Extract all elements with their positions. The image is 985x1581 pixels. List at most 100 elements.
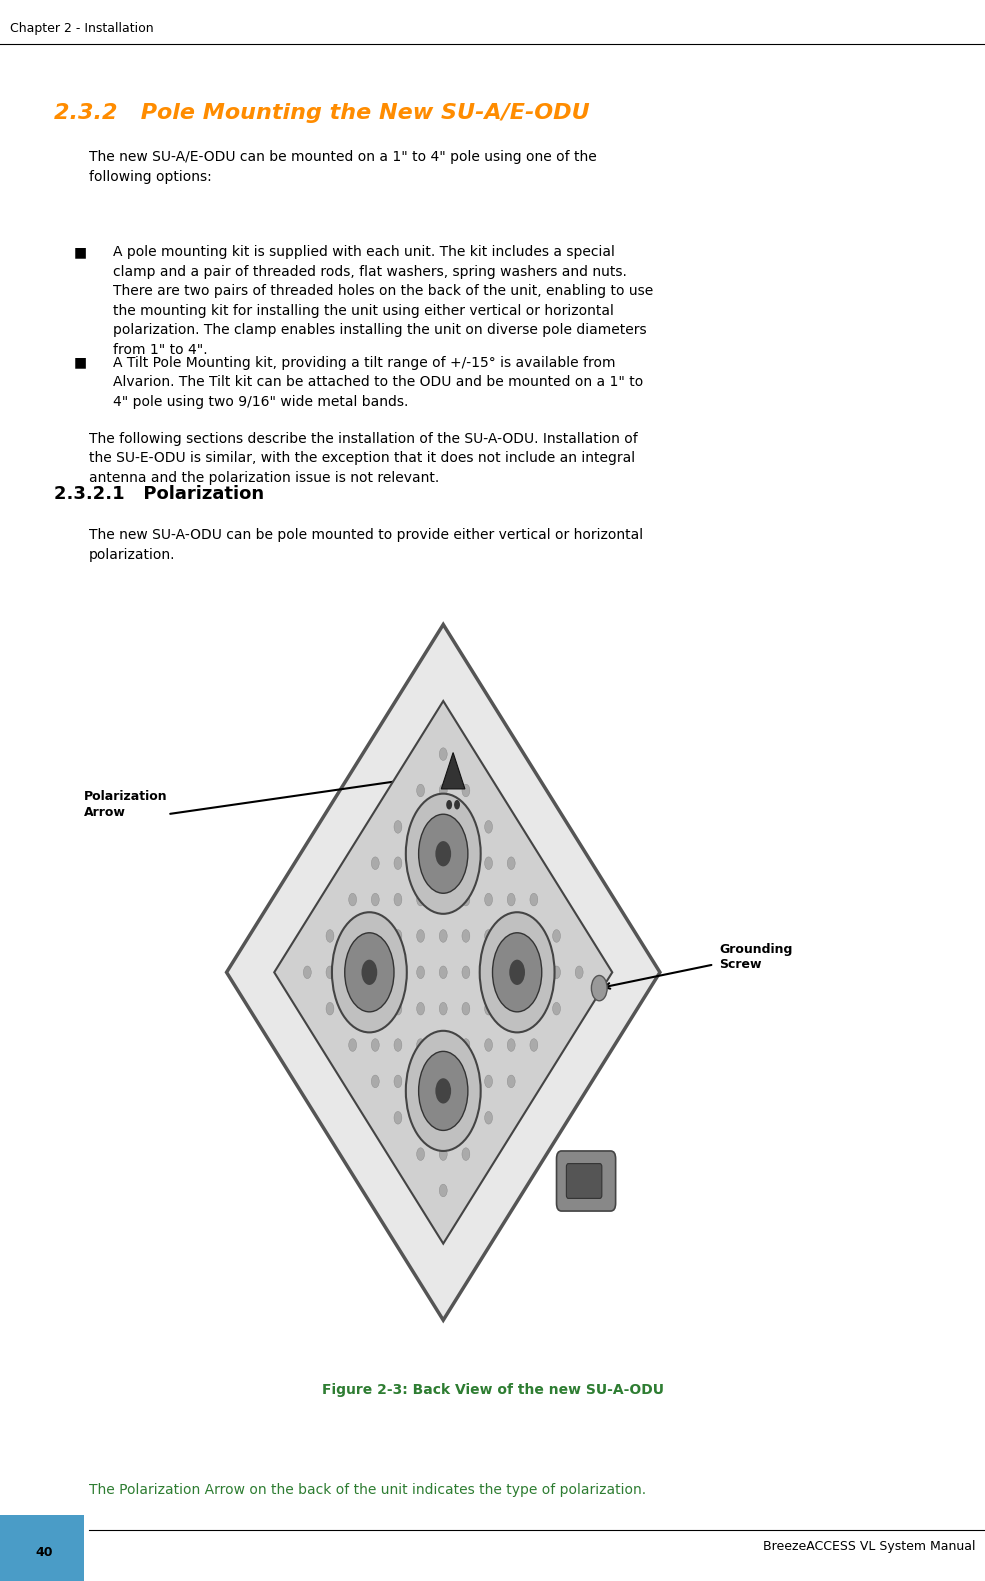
Circle shape [507,893,515,906]
Circle shape [553,1002,560,1015]
Polygon shape [227,624,660,1320]
Circle shape [371,1075,379,1088]
Circle shape [361,960,377,985]
Circle shape [439,1002,447,1015]
Circle shape [530,893,538,906]
Text: The new SU-A-ODU can be pole mounted to provide either vertical or horizontal
po: The new SU-A-ODU can be pole mounted to … [89,528,643,561]
Circle shape [349,966,357,979]
Text: Chapter 2 - Installation: Chapter 2 - Installation [10,22,154,35]
Circle shape [462,1148,470,1160]
Circle shape [507,1002,515,1015]
Text: The following sections describe the installation of the SU-A-ODU. Installation o: The following sections describe the inst… [89,432,637,485]
Text: ■: ■ [74,245,87,259]
Circle shape [485,1002,492,1015]
Text: 2.3.2.1   Polarization: 2.3.2.1 Polarization [54,485,264,503]
Circle shape [553,930,560,942]
Circle shape [462,1075,470,1088]
Text: Grounding
Screw: Grounding Screw [719,942,792,971]
Circle shape [349,930,357,942]
Circle shape [591,975,607,1001]
Circle shape [332,912,407,1032]
Circle shape [462,784,470,797]
Circle shape [417,857,425,870]
Circle shape [507,1075,515,1088]
Circle shape [439,857,447,870]
Circle shape [326,1002,334,1015]
Circle shape [417,930,425,942]
Circle shape [394,893,402,906]
Circle shape [394,1075,402,1088]
Circle shape [507,857,515,870]
Circle shape [530,966,538,979]
Circle shape [371,930,379,942]
Circle shape [371,857,379,870]
Circle shape [349,893,357,906]
Circle shape [419,814,468,893]
Polygon shape [441,753,465,789]
Circle shape [406,794,481,914]
Circle shape [394,1039,402,1051]
Circle shape [507,930,515,942]
Circle shape [394,821,402,833]
Circle shape [485,966,492,979]
Circle shape [326,966,334,979]
Circle shape [439,1039,447,1051]
Circle shape [454,800,460,809]
Circle shape [417,966,425,979]
Circle shape [462,1111,470,1124]
Circle shape [439,748,447,760]
Circle shape [439,930,447,942]
Circle shape [462,966,470,979]
Text: BreezeACCESS VL System Manual: BreezeACCESS VL System Manual [762,1540,975,1553]
Circle shape [417,784,425,797]
Circle shape [417,1148,425,1160]
Circle shape [462,857,470,870]
Circle shape [417,1075,425,1088]
Circle shape [417,1002,425,1015]
Circle shape [492,933,542,1012]
Circle shape [371,893,379,906]
Circle shape [371,1039,379,1051]
Circle shape [417,1039,425,1051]
Circle shape [371,1002,379,1015]
Circle shape [439,821,447,833]
Circle shape [439,893,447,906]
Text: Figure 2-3: Back View of the new SU-A-ODU: Figure 2-3: Back View of the new SU-A-OD… [321,1383,664,1398]
Circle shape [485,1039,492,1051]
Circle shape [417,893,425,906]
Circle shape [394,1111,402,1124]
Circle shape [462,893,470,906]
Text: Polarization
Arrow: Polarization Arrow [84,790,167,819]
Circle shape [439,966,447,979]
Circle shape [462,1039,470,1051]
Circle shape [507,1039,515,1051]
Polygon shape [274,700,613,1244]
Circle shape [394,1002,402,1015]
Circle shape [553,966,560,979]
Circle shape [462,821,470,833]
Text: 40: 40 [35,1546,53,1559]
Circle shape [530,930,538,942]
Circle shape [439,1184,447,1197]
Circle shape [530,1039,538,1051]
Circle shape [485,1111,492,1124]
Text: ■: ■ [74,356,87,370]
Circle shape [485,857,492,870]
Circle shape [462,1002,470,1015]
Text: A pole mounting kit is supplied with each unit. The kit includes a special
clamp: A pole mounting kit is supplied with eac… [113,245,653,357]
Circle shape [485,1075,492,1088]
Text: The new SU-A/E-ODU can be mounted on a 1" to 4" pole using one of the
following : The new SU-A/E-ODU can be mounted on a 1… [89,150,596,183]
Circle shape [435,841,451,866]
Circle shape [406,1031,481,1151]
Text: 2.3.2   Pole Mounting the New SU-A/E-ODU: 2.3.2 Pole Mounting the New SU-A/E-ODU [54,103,590,123]
Circle shape [417,821,425,833]
Text: A Tilt Pole Mounting kit, providing a tilt range of +/-15° is available from
Alv: A Tilt Pole Mounting kit, providing a ti… [113,356,643,409]
Circle shape [439,1075,447,1088]
Circle shape [507,966,515,979]
Circle shape [417,1111,425,1124]
Text: The Polarization Arrow on the back of the unit indicates the type of polarizatio: The Polarization Arrow on the back of th… [89,1483,646,1497]
Circle shape [394,966,402,979]
Circle shape [419,1051,468,1130]
Circle shape [349,1039,357,1051]
Circle shape [462,930,470,942]
